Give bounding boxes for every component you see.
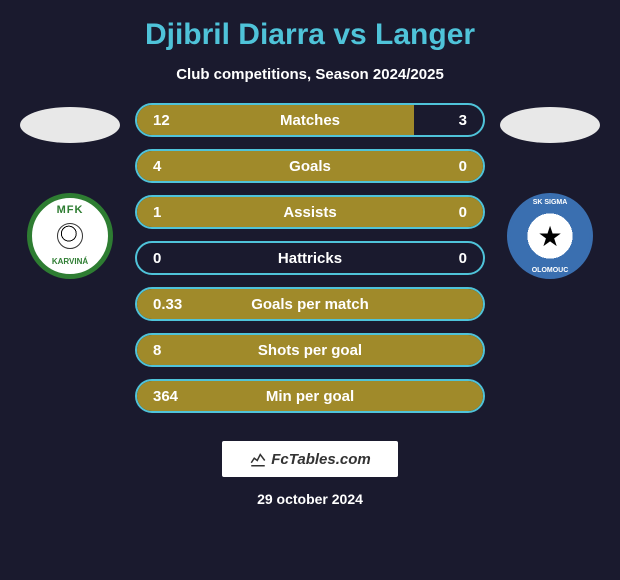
stat-left-value: 12: [153, 112, 193, 129]
stat-left-value: 0.33: [153, 296, 193, 313]
stat-row: 364Min per goal: [135, 379, 485, 413]
stat-label: Assists: [193, 204, 427, 221]
stats-list: 12Matches34Goals01Assists00Hattricks00.3…: [135, 103, 485, 413]
brand-text: FcTables.com: [271, 451, 370, 468]
stat-row: 12Matches3: [135, 103, 485, 137]
comparison-card: Djibril Diarra vs Langer Club competitio…: [0, 0, 620, 580]
page-title: Djibril Diarra vs Langer: [0, 18, 620, 52]
right-club-bottom: OLOMOUC: [532, 267, 569, 274]
stat-right-value: 0: [427, 250, 467, 267]
main-row: MFK KARVINÁ 12Matches34Goals01Assists00H…: [0, 103, 620, 413]
stat-left-value: 4: [153, 158, 193, 175]
left-club-badge: MFK KARVINÁ: [27, 193, 113, 279]
stat-right-value: 0: [427, 204, 467, 221]
subtitle: Club competitions, Season 2024/2025: [0, 66, 620, 83]
stat-label: Hattricks: [193, 250, 427, 267]
stat-row: 0Hattricks0: [135, 241, 485, 275]
stat-label: Goals per match: [193, 296, 427, 313]
date-label: 29 october 2024: [0, 491, 620, 507]
stat-left-value: 8: [153, 342, 193, 359]
left-club-abbr: MFK: [57, 204, 84, 216]
chart-icon: [249, 450, 267, 468]
stat-label: Matches: [193, 112, 427, 129]
left-player-column: MFK KARVINÁ: [15, 103, 125, 279]
ball-icon: [57, 223, 83, 249]
brand-logo[interactable]: FcTables.com: [222, 441, 398, 477]
stat-row: 1Assists0: [135, 195, 485, 229]
player-photo-placeholder-left: [20, 107, 120, 143]
star-icon: ★: [535, 221, 565, 251]
stat-row: 8Shots per goal: [135, 333, 485, 367]
left-club-name: KARVINÁ: [52, 257, 88, 266]
stat-right-value: 3: [427, 112, 467, 129]
right-club-badge: SK SIGMA ★ OLOMOUC: [507, 193, 593, 279]
stat-left-value: 364: [153, 388, 193, 405]
stat-left-value: 0: [153, 250, 193, 267]
stat-label: Goals: [193, 158, 427, 175]
stat-right-value: 0: [427, 158, 467, 175]
stat-row: 4Goals0: [135, 149, 485, 183]
stat-label: Shots per goal: [193, 342, 427, 359]
stat-row: 0.33Goals per match: [135, 287, 485, 321]
stat-left-value: 1: [153, 204, 193, 221]
player-photo-placeholder-right: [500, 107, 600, 143]
stat-label: Min per goal: [193, 388, 427, 405]
right-player-column: SK SIGMA ★ OLOMOUC: [495, 103, 605, 279]
right-club-top: SK SIGMA: [533, 199, 568, 206]
